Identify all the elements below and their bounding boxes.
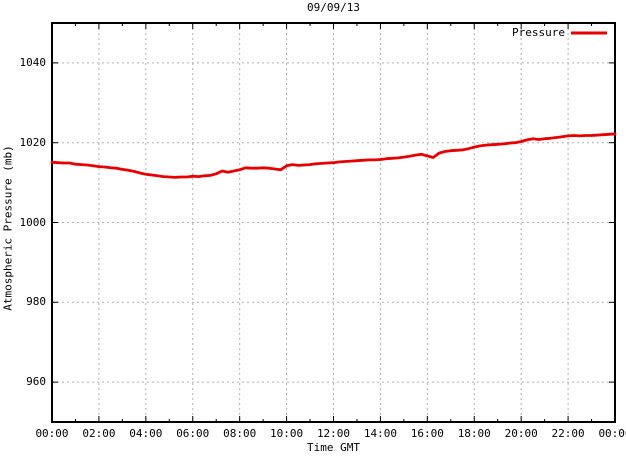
x-tick-label: 04:00 — [129, 427, 163, 440]
x-tick-label: 06:00 — [176, 427, 210, 440]
x-tick-label: 14:00 — [363, 427, 397, 440]
x-tick-label: 20:00 — [504, 427, 538, 440]
plot-border — [51, 22, 616, 423]
x-tick-label: 22:00 — [551, 427, 585, 440]
legend-label: Pressure — [512, 26, 565, 39]
x-tick-label: 02:00 — [82, 427, 116, 440]
y-tick-label: 980 — [26, 295, 46, 309]
pressure-line — [50, 132, 617, 179]
x-tick-label: 00:00 — [598, 427, 626, 440]
x-tick-label: 12:00 — [316, 427, 351, 440]
x-tick-label: 16:00 — [410, 427, 444, 440]
chart-title: 09/09/13 — [307, 1, 360, 14]
y-tick-label: 1020 — [19, 135, 47, 149]
y-tick-label: 1040 — [19, 55, 47, 69]
x-tick-label: 00:00 — [35, 427, 69, 440]
x-axis-label: Time GMT — [307, 441, 360, 454]
y-tick-label: 960 — [26, 375, 46, 389]
x-tick-label: 18:00 — [457, 427, 491, 440]
y-tick-label: 1000 — [19, 215, 47, 229]
x-tick-label: 08:00 — [223, 427, 257, 440]
x-tick-label: 10:00 — [270, 427, 304, 440]
